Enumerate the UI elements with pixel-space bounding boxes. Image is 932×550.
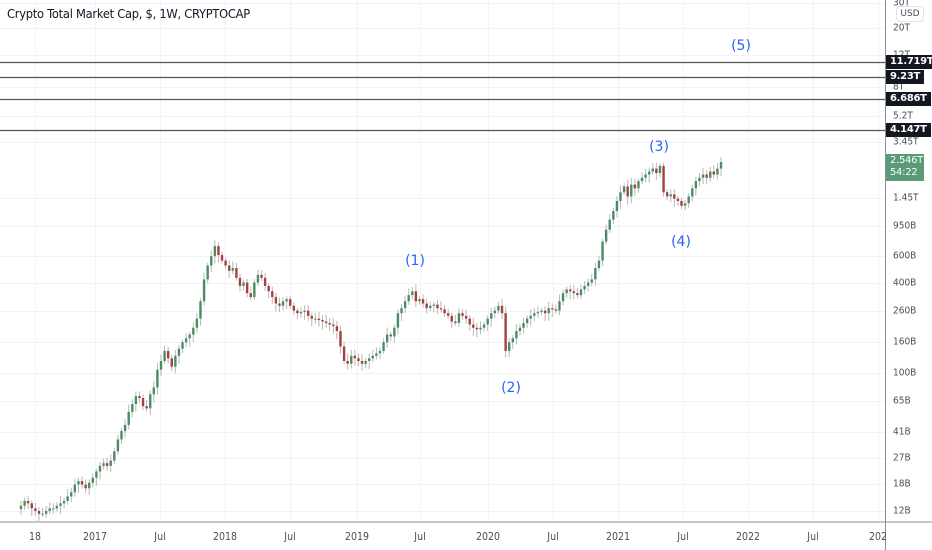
price-axis-label: 20T — [893, 22, 910, 34]
time-axis-label: 2020 — [475, 531, 501, 543]
price-axis-label: 950B — [893, 220, 917, 232]
level-price-tag: 4.147T — [886, 123, 931, 137]
time-axis-label: 2018 — [212, 531, 238, 543]
time-axis-label: Jul — [807, 531, 819, 543]
price-axis-label: 65B — [893, 395, 911, 407]
currency-button[interactable]: USD — [896, 6, 924, 22]
price-axis-label: 8T — [893, 81, 905, 93]
wave-label[interactable]: (5) — [731, 38, 751, 54]
time-axis-label: Jul — [547, 531, 559, 543]
time-axis-label: 18 — [28, 531, 42, 543]
price-axis-label: 160B — [893, 336, 917, 348]
time-axis-label: 2017 — [82, 531, 108, 543]
price-axis-label: 30T — [893, 0, 910, 9]
price-axis-label: 41B — [893, 426, 911, 438]
time-axis-label: Jul — [677, 531, 689, 543]
time-axis-label: Jul — [154, 531, 166, 543]
price-axis-label: 5.2T — [893, 110, 913, 122]
level-price-tag: 9.23T — [886, 70, 924, 84]
time-axis-label: 2021 — [605, 531, 631, 543]
time-axis-label: 2022 — [735, 531, 761, 543]
price-axis-label: 1.45T — [893, 192, 919, 204]
level-price-tag: 6.686T — [886, 92, 931, 106]
price-axis-label: 3.45T — [893, 136, 919, 148]
time-axis-label: Jul — [414, 531, 426, 543]
level-price-tag: 11.719T — [886, 55, 932, 69]
wave-label[interactable]: (4) — [671, 234, 691, 250]
time-axis-label: 2019 — [344, 531, 370, 543]
bar-countdown: 54:22 — [890, 167, 918, 178]
price-axis-label: 12B — [893, 505, 911, 517]
price-axis-label: 400B — [893, 277, 917, 289]
price-axis-label: 600B — [893, 250, 917, 262]
price-axis-label: 18B — [893, 478, 911, 490]
price-axis-label: 100B — [893, 367, 917, 379]
price-axis-label: 260B — [893, 305, 917, 317]
last-price-tag: 2.546T 54:22 — [886, 154, 924, 181]
wave-label[interactable]: (3) — [649, 139, 669, 155]
horizontal-level-lines[interactable] — [0, 61, 885, 132]
price-axis-label: 27B — [893, 452, 911, 464]
candlestick-series — [19, 157, 723, 521]
last-price-value: 2.546T — [890, 155, 923, 166]
time-axis-label: 202 — [868, 531, 888, 543]
chart-title: Crypto Total Market Cap, $, 1W, CRYPTOCA… — [7, 6, 250, 21]
wave-label[interactable]: (1) — [405, 253, 425, 269]
grid-lines — [0, 0, 885, 522]
time-axis-label: Jul — [284, 531, 296, 543]
wave-label[interactable]: (2) — [501, 380, 521, 396]
